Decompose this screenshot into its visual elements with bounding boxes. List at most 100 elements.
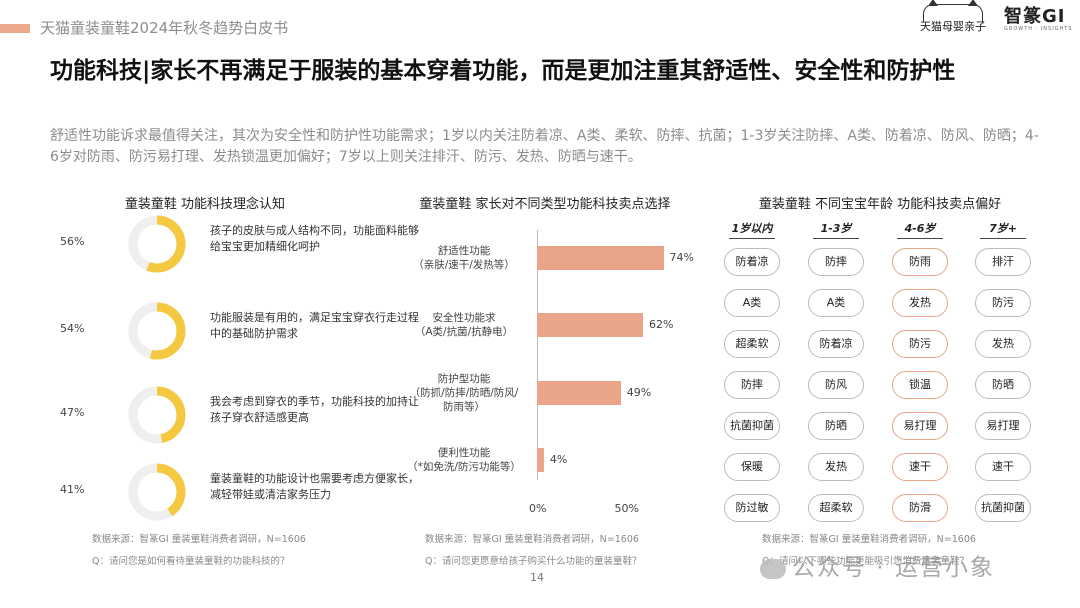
feature-chip: 速干 (892, 453, 948, 481)
panel1-title: 童装童鞋 功能科技理念认知 (124, 197, 286, 212)
question-note-3: Q：请问以下哪些功能更能吸引您消费童装童鞋？ (762, 556, 969, 567)
brand-left-text: 天猫母婴亲子 (920, 20, 986, 33)
feature-chip: A类 (724, 289, 780, 317)
zhizhuan-gi-logo: 智篆GI GROWTH · INSIGHTS (1004, 2, 1074, 32)
page-title: 功能科技|家长不再满足于服装的基本穿着功能，而是更加注重其舒适性、安全性和防护性 (50, 58, 956, 84)
question-note-1: Q：请问您是如何看待童装童鞋的功能科技的？ (92, 556, 290, 567)
page-number: 14 (530, 571, 544, 584)
tmall-baby-logo: 天猫母婴亲子 (915, 0, 991, 36)
bar (537, 313, 644, 337)
perception-statement: 童装童鞋的功能设计也需要考虑方便家长，减轻带娃或清洁家务压力 (210, 472, 419, 501)
source-note-2: 数据来源：智篆GI 童装童鞋消费者调研，N=1606 (425, 534, 639, 545)
feature-chip: 超柔软 (808, 494, 864, 522)
perception-donut (128, 302, 186, 360)
bar-category-line: 安全性功能求 (432, 312, 496, 324)
age-column-header: 7岁+ (968, 220, 1038, 239)
bar-value-label: 4% (549, 453, 568, 466)
brand-right-text: 智篆GI (1004, 6, 1066, 27)
page-summary: 舒适性功能诉求最值得关注，其次为安全性和防护性功能需求；1岁以内关注防着凉、A类… (50, 128, 1039, 165)
perception-percent: 47% (60, 406, 85, 419)
bar-category-line: 便利性功能 (437, 447, 491, 459)
bar-category-label: 防护型功能 （防抓/防摔/防晒/防风/防雨等） (400, 372, 528, 414)
donut-value-arc (128, 386, 186, 444)
bar-category-line: （防抓/防摔/防晒/防风/ (409, 387, 519, 399)
perception-item: 54% 功能服装是有用的，满足宝宝穿衣行走过程中的基础防护需求 (60, 300, 419, 362)
tmall-cat-icon (923, 0, 983, 22)
source-note-3: 数据来源：智篆GI 童装童鞋消费者调研，N=1606 (762, 534, 976, 545)
perception-percent: 54% (60, 322, 85, 335)
perception-item: 56% 孩子的皮肤与成人结构不同，功能面料能够给宝宝更加精细化呵护 (60, 213, 419, 275)
perception-percent: 41% (60, 483, 85, 496)
feature-chip: 防风 (808, 371, 864, 399)
bar-category-line: （*如免洗/防污功能等） (407, 461, 521, 473)
feature-chip: 发热 (975, 330, 1031, 358)
bar-category-line: （A类/抗菌/抗静电） (414, 326, 514, 338)
feature-chip: 发热 (892, 289, 948, 317)
bar-category-label: 舒适性功能 （亲肤/速干/发热等） (400, 244, 528, 272)
watermark-text: 公众号 · 运营小象 (792, 555, 995, 581)
feature-chip: 速干 (975, 453, 1031, 481)
wechat-icon (760, 558, 786, 579)
feature-chip: 防晒 (808, 412, 864, 440)
bar-category-line: （亲肤/速干/发热等） (413, 259, 515, 271)
donut-value-arc (128, 215, 186, 273)
report-title: 天猫童装童鞋2024年秋冬趋势白皮书 (40, 19, 289, 37)
feature-chip: 防摔 (724, 371, 780, 399)
feature-chip: 防污 (975, 289, 1031, 317)
top-bar: 天猫童装童鞋2024年秋冬趋势白皮书 (0, 14, 1080, 44)
bar-category-label: 安全性功能求 （A类/抗菌/抗静电） (400, 311, 528, 339)
bar (537, 246, 664, 270)
panel2-title: 童装童鞋 家长对不同类型功能科技卖点选择 (419, 197, 671, 212)
bar-value-label: 49% (626, 386, 652, 399)
bar-value-label: 62% (649, 318, 674, 331)
donut-value-arc (128, 463, 186, 521)
feature-chip: 超柔软 (724, 330, 780, 358)
feature-chip: 防滑 (892, 494, 948, 522)
feature-chip: 防着凉 (808, 330, 864, 358)
feature-chip: 保暖 (724, 453, 780, 481)
bar-value-label: 74% (669, 251, 694, 264)
perception-item: 47% 我会考虑到穿衣的季节，功能科技的加持让孩子穿衣舒适感更高 (60, 384, 419, 446)
feature-chip: 防摔 (808, 248, 864, 276)
perception-statement: 功能服装是有用的，满足宝宝穿衣行走过程中的基础防护需求 (210, 311, 419, 340)
bar-category-label: 便利性功能 （*如免洗/防污功能等） (400, 446, 528, 474)
bar-category-line: 防雨等） (443, 401, 485, 413)
brand-right-sub: GROWTH · INSIGHTS (1004, 26, 1073, 32)
watermark: 公众号 · 运营小象 (760, 548, 995, 582)
age-column-header: 1岁以内 (717, 220, 787, 239)
feature-chip: 易打理 (975, 412, 1031, 440)
age-column-header: 1-3岁 (801, 220, 871, 239)
bar-axis-line (537, 230, 538, 480)
feature-chip: 防过敏 (724, 494, 780, 522)
perception-item: 41% 童装童鞋的功能设计也需要考虑方便家长，减轻带娃或清洁家务压力 (60, 461, 419, 523)
bar-category-line: 舒适性功能 (437, 245, 491, 257)
accent-bar (0, 24, 30, 33)
feature-chip: 防晒 (975, 371, 1031, 399)
feature-chip: 锁温 (892, 371, 948, 399)
feature-chip: 抗菌抑菌 (724, 412, 780, 440)
feature-choice-bar-chart: 舒适性功能 （亲肤/速干/发热等） 74% 安全性功能求 （A类/抗菌/抗静电） 62% 防… (400, 230, 720, 530)
bar-category-line: 防护型功能 (437, 373, 491, 385)
feature-chip: A类 (808, 289, 864, 317)
x-axis-tick-label: 0% (529, 502, 547, 515)
x-axis-tick-label: 50% (614, 502, 639, 515)
panel3-title: 童装童鞋 不同宝宝年龄 功能科技卖点偏好 (758, 197, 1002, 212)
perception-donut (128, 463, 186, 521)
bar (537, 381, 621, 405)
feature-chip: 易打理 (892, 412, 948, 440)
feature-chip: 抗菌抑菌 (975, 494, 1031, 522)
question-note-2: Q：请问您更愿意给孩子购买什么功能的童装童鞋？ (425, 556, 642, 567)
perception-donut (128, 215, 186, 273)
age-column-header: 4-6岁 (885, 220, 955, 239)
feature-chip: 防着凉 (724, 248, 780, 276)
donut-value-arc (128, 302, 186, 360)
feature-chip: 防污 (892, 330, 948, 358)
feature-chip: 发热 (808, 453, 864, 481)
source-note-1: 数据来源：智篆GI 童装童鞋消费者调研，N=1606 (92, 534, 306, 545)
perception-statement: 我会考虑到穿衣的季节，功能科技的加持让孩子穿衣舒适感更高 (210, 395, 419, 424)
bar (537, 448, 544, 472)
perception-percent: 56% (60, 235, 85, 248)
feature-chip: 排汗 (975, 248, 1031, 276)
perception-donut (128, 386, 186, 444)
perception-statement: 孩子的皮肤与成人结构不同，功能面料能够给宝宝更加精细化呵护 (210, 224, 419, 253)
